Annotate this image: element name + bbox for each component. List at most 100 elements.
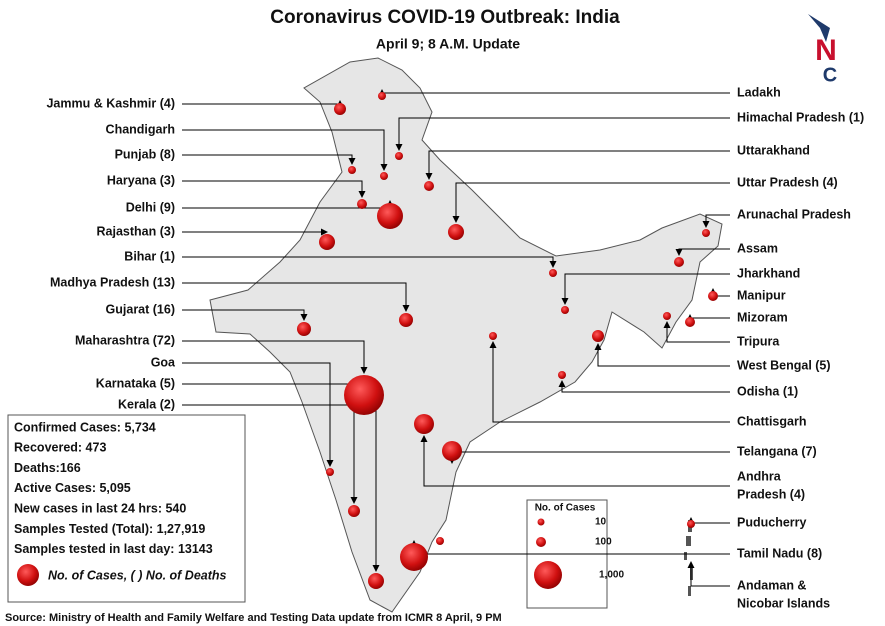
case-bubble bbox=[357, 199, 367, 209]
state-label: Manipur bbox=[737, 288, 786, 302]
case-bubble bbox=[448, 224, 464, 240]
state-label: Delhi (9) bbox=[126, 200, 175, 214]
leader-line bbox=[182, 362, 334, 467]
case-bubble bbox=[674, 257, 684, 267]
case-bubble bbox=[344, 375, 384, 415]
leader-line bbox=[489, 341, 730, 423]
state-label: Andhra bbox=[737, 469, 782, 483]
logo-c: C bbox=[823, 64, 837, 86]
state-label: Uttar Pradesh (4) bbox=[737, 175, 838, 189]
case-bubble bbox=[326, 468, 334, 476]
logo-n: N bbox=[815, 34, 837, 67]
case-bubble bbox=[561, 306, 569, 314]
subtitle: April 9; 8 A.M. Update bbox=[376, 36, 520, 52]
leader-line bbox=[687, 517, 730, 524]
leader-line bbox=[702, 214, 730, 228]
state-label: Rajasthan (3) bbox=[97, 224, 176, 238]
leader-line bbox=[425, 150, 730, 180]
leader-line bbox=[182, 340, 368, 374]
state-label: Punjab (8) bbox=[115, 147, 175, 161]
case-bubble bbox=[378, 92, 386, 100]
stats-legend: No. of Cases, ( ) No. of Deaths bbox=[48, 568, 227, 582]
state-label: Assam bbox=[737, 241, 778, 255]
leader-line bbox=[675, 248, 730, 256]
state-label: Puducherry bbox=[737, 515, 807, 529]
india-map bbox=[209, 57, 723, 613]
leader-line bbox=[561, 273, 730, 305]
leader-line bbox=[378, 89, 730, 96]
stat-line: New cases in last 24 hrs: 540 bbox=[14, 501, 186, 515]
case-bubble bbox=[368, 573, 384, 589]
state-label: Jharkhand bbox=[737, 266, 800, 280]
case-bubble bbox=[334, 103, 346, 115]
leader-line bbox=[686, 314, 730, 321]
case-bubble bbox=[558, 371, 566, 379]
case-bubble bbox=[395, 152, 403, 160]
case-bubble bbox=[297, 322, 311, 336]
state-label: Haryana (3) bbox=[107, 173, 175, 187]
state-label: Andaman & bbox=[737, 578, 806, 592]
stat-line: Samples tested in last day: 13143 bbox=[14, 542, 213, 556]
case-bubble bbox=[708, 291, 718, 301]
case-bubble bbox=[442, 441, 462, 461]
state-label: Goa bbox=[151, 355, 176, 369]
leader-line bbox=[420, 435, 730, 487]
stat-line: Active Cases: 5,095 bbox=[14, 481, 131, 495]
stats-bubble bbox=[17, 564, 39, 586]
state-label: Karnataka (5) bbox=[96, 376, 175, 390]
case-bubble bbox=[348, 505, 360, 517]
legend-label: 10 bbox=[595, 517, 607, 528]
case-bubble bbox=[436, 537, 444, 545]
case-bubble bbox=[537, 518, 545, 526]
state-label: Mizoram bbox=[737, 310, 788, 324]
case-bubble bbox=[377, 203, 403, 229]
stat-line: Samples Tested (Total): 1,27,919 bbox=[14, 522, 205, 536]
case-bubble bbox=[414, 414, 434, 434]
leader-line bbox=[182, 309, 308, 321]
state-label: Chattisgarh bbox=[737, 414, 806, 428]
leader-line bbox=[182, 129, 388, 171]
case-bubble bbox=[348, 166, 356, 174]
case-bubble bbox=[424, 181, 434, 191]
case-bubble bbox=[549, 269, 557, 277]
state-label: Odisha (1) bbox=[737, 384, 798, 398]
state-label: Arunachal Pradesh bbox=[737, 207, 851, 221]
state-label: Tamil Nadu (8) bbox=[737, 546, 822, 560]
state-label: Madhya Pradesh (13) bbox=[50, 275, 175, 289]
case-bubble bbox=[399, 313, 413, 327]
state-label: Nicobar Islands bbox=[737, 596, 830, 610]
leader-line bbox=[663, 321, 730, 343]
leader-line bbox=[182, 282, 410, 312]
leader-line bbox=[182, 180, 366, 198]
state-label: Uttarakhand bbox=[737, 143, 810, 157]
leader-line bbox=[395, 117, 730, 151]
state-label: Bihar (1) bbox=[124, 249, 175, 263]
case-bubble bbox=[319, 234, 335, 250]
title: Coronavirus COVID-19 Outbreak: India bbox=[270, 7, 620, 28]
case-bubble bbox=[536, 537, 546, 547]
state-label: Chandigarh bbox=[106, 122, 175, 136]
leader-line bbox=[182, 154, 356, 165]
case-bubble bbox=[687, 520, 695, 528]
state-label: Pradesh (4) bbox=[737, 487, 805, 501]
leader-line bbox=[182, 256, 557, 268]
case-bubble bbox=[702, 229, 710, 237]
case-bubble bbox=[380, 172, 388, 180]
state-label: Maharashtra (72) bbox=[75, 333, 175, 347]
case-bubble bbox=[534, 561, 562, 589]
case-bubble bbox=[663, 312, 671, 320]
state-label: Himachal Pradesh (1) bbox=[737, 110, 864, 124]
state-label: Gujarat (16) bbox=[106, 302, 175, 316]
case-bubble bbox=[592, 330, 604, 342]
leader-line bbox=[558, 380, 730, 393]
state-label: Jammu & Kashmir (4) bbox=[46, 96, 175, 110]
case-bubble bbox=[489, 332, 497, 340]
state-label: Ladakh bbox=[737, 85, 781, 99]
legend-label: 1,000 bbox=[599, 570, 624, 581]
state-label: Telangana (7) bbox=[737, 444, 817, 458]
leader-line bbox=[448, 451, 730, 464]
state-label: West Bengal (5) bbox=[737, 358, 831, 372]
stats-box bbox=[7, 414, 246, 603]
leader-line bbox=[452, 182, 730, 223]
